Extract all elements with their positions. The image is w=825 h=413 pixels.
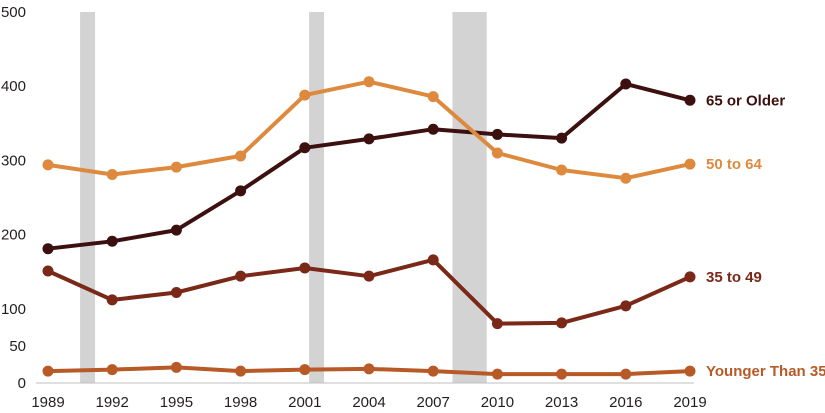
- series-line-50-to-64: [46, 79, 692, 181]
- data-point-65-or-older-1992: [106, 235, 118, 247]
- x-tick-label-1992: 1992: [96, 394, 129, 411]
- y-tick-label-0: 0: [18, 375, 26, 392]
- series-younger-than-35: [42, 361, 696, 380]
- y-tick-label-100: 100: [1, 301, 26, 318]
- data-point-50-to-64-1998: [235, 150, 247, 162]
- x-tick-label-2004: 2004: [352, 394, 385, 411]
- recession-band-1: [80, 12, 96, 383]
- data-point-younger-than-35-1992: [106, 364, 118, 376]
- data-point-50-to-64-2001: [299, 89, 311, 101]
- y-tick-label-200: 200: [1, 227, 26, 244]
- data-point-65-or-older-2010: [491, 128, 503, 140]
- data-point-35-to-49-2007: [427, 254, 439, 266]
- x-tick-label-2016: 2016: [609, 394, 642, 411]
- x-tick-label-2019: 2019: [673, 394, 706, 411]
- data-point-35-to-49-2019: [684, 271, 696, 283]
- series-label-younger-than-35: Younger Than 35: [706, 363, 825, 380]
- x-tick-label-2010: 2010: [481, 394, 514, 411]
- y-tick-label-400: 400: [1, 78, 26, 95]
- series-labels: 65 or Older 50 to 64 35 to 49 Younger Than …: [706, 92, 825, 380]
- data-point-50-to-64-2007: [427, 91, 439, 103]
- data-point-35-to-49-2016: [620, 300, 632, 312]
- y-tick-label-300: 300: [1, 152, 26, 169]
- recession-band-3: [452, 12, 487, 383]
- data-point-35-to-49-2010: [491, 318, 503, 330]
- data-point-65-or-older-2016: [620, 78, 632, 90]
- data-point-younger-than-35-2004: [363, 363, 375, 375]
- series-lines: [42, 76, 696, 380]
- data-point-65-or-older-2019: [684, 94, 696, 106]
- data-point-younger-than-35-1995: [170, 361, 182, 373]
- data-point-35-to-49-2001: [299, 262, 311, 274]
- series-label-35-to-49: 35 to 49: [706, 269, 762, 286]
- series-35-to-49: [42, 254, 696, 330]
- series-line-35-to-49: [46, 257, 692, 326]
- series-label-65-or-older: 65 or Older: [706, 92, 785, 109]
- axes: 0 50 100 200 300 400 500 1989 1992 1995 1998 2001 20…: [1, 4, 707, 411]
- data-point-35-to-49-1995: [170, 286, 182, 298]
- data-point-50-to-64-1989: [42, 159, 54, 171]
- data-point-50-to-64-2010: [491, 147, 503, 159]
- data-point-35-to-49-1989: [42, 265, 54, 277]
- data-point-65-or-older-1989: [42, 243, 54, 255]
- data-point-younger-than-35-2001: [299, 364, 311, 376]
- x-tick-label-2013: 2013: [545, 394, 578, 411]
- data-point-65-or-older-2013: [556, 132, 568, 144]
- data-point-65-or-older-2007: [427, 123, 439, 135]
- data-point-50-to-64-1992: [106, 168, 118, 180]
- data-point-35-to-49-1992: [106, 294, 118, 306]
- data-point-50-to-64-2019: [684, 158, 696, 170]
- x-tick-label-1998: 1998: [224, 394, 257, 411]
- x-tick-label-1995: 1995: [160, 394, 193, 411]
- data-point-65-or-older-2001: [299, 142, 311, 154]
- data-point-younger-than-35-1998: [235, 365, 247, 377]
- data-point-younger-than-35-2013: [556, 368, 568, 380]
- data-point-50-to-64-1995: [170, 161, 182, 173]
- data-point-younger-than-35-1989: [42, 365, 54, 377]
- data-point-35-to-49-2013: [556, 317, 568, 329]
- data-point-50-to-64-2016: [620, 172, 632, 184]
- data-point-65-or-older-2004: [363, 133, 375, 145]
- x-tick-label-2001: 2001: [288, 394, 321, 411]
- y-tick-label-50: 50: [9, 338, 26, 355]
- data-point-50-to-64-2004: [363, 76, 375, 88]
- series-50-to-64: [42, 76, 696, 184]
- series-label-50-to-64: 50 to 64: [706, 156, 763, 173]
- series-65-or-older: [42, 78, 696, 255]
- data-point-younger-than-35-2010: [491, 368, 503, 380]
- data-point-younger-than-35-2007: [427, 365, 439, 377]
- x-tick-label-2007: 2007: [417, 394, 450, 411]
- series-line-65-or-older: [46, 82, 692, 251]
- data-point-35-to-49-2004: [363, 270, 375, 282]
- data-point-younger-than-35-2019: [684, 365, 696, 377]
- recession-band-2: [309, 12, 325, 383]
- data-point-65-or-older-1995: [170, 224, 182, 236]
- x-tick-label-1989: 1989: [31, 394, 64, 411]
- data-point-65-or-older-1998: [235, 185, 247, 197]
- y-tick-label-500: 500: [1, 4, 26, 21]
- data-point-35-to-49-1998: [235, 270, 247, 282]
- data-point-50-to-64-2013: [556, 164, 568, 176]
- recession-bands: [80, 12, 487, 383]
- data-point-younger-than-35-2016: [620, 368, 632, 380]
